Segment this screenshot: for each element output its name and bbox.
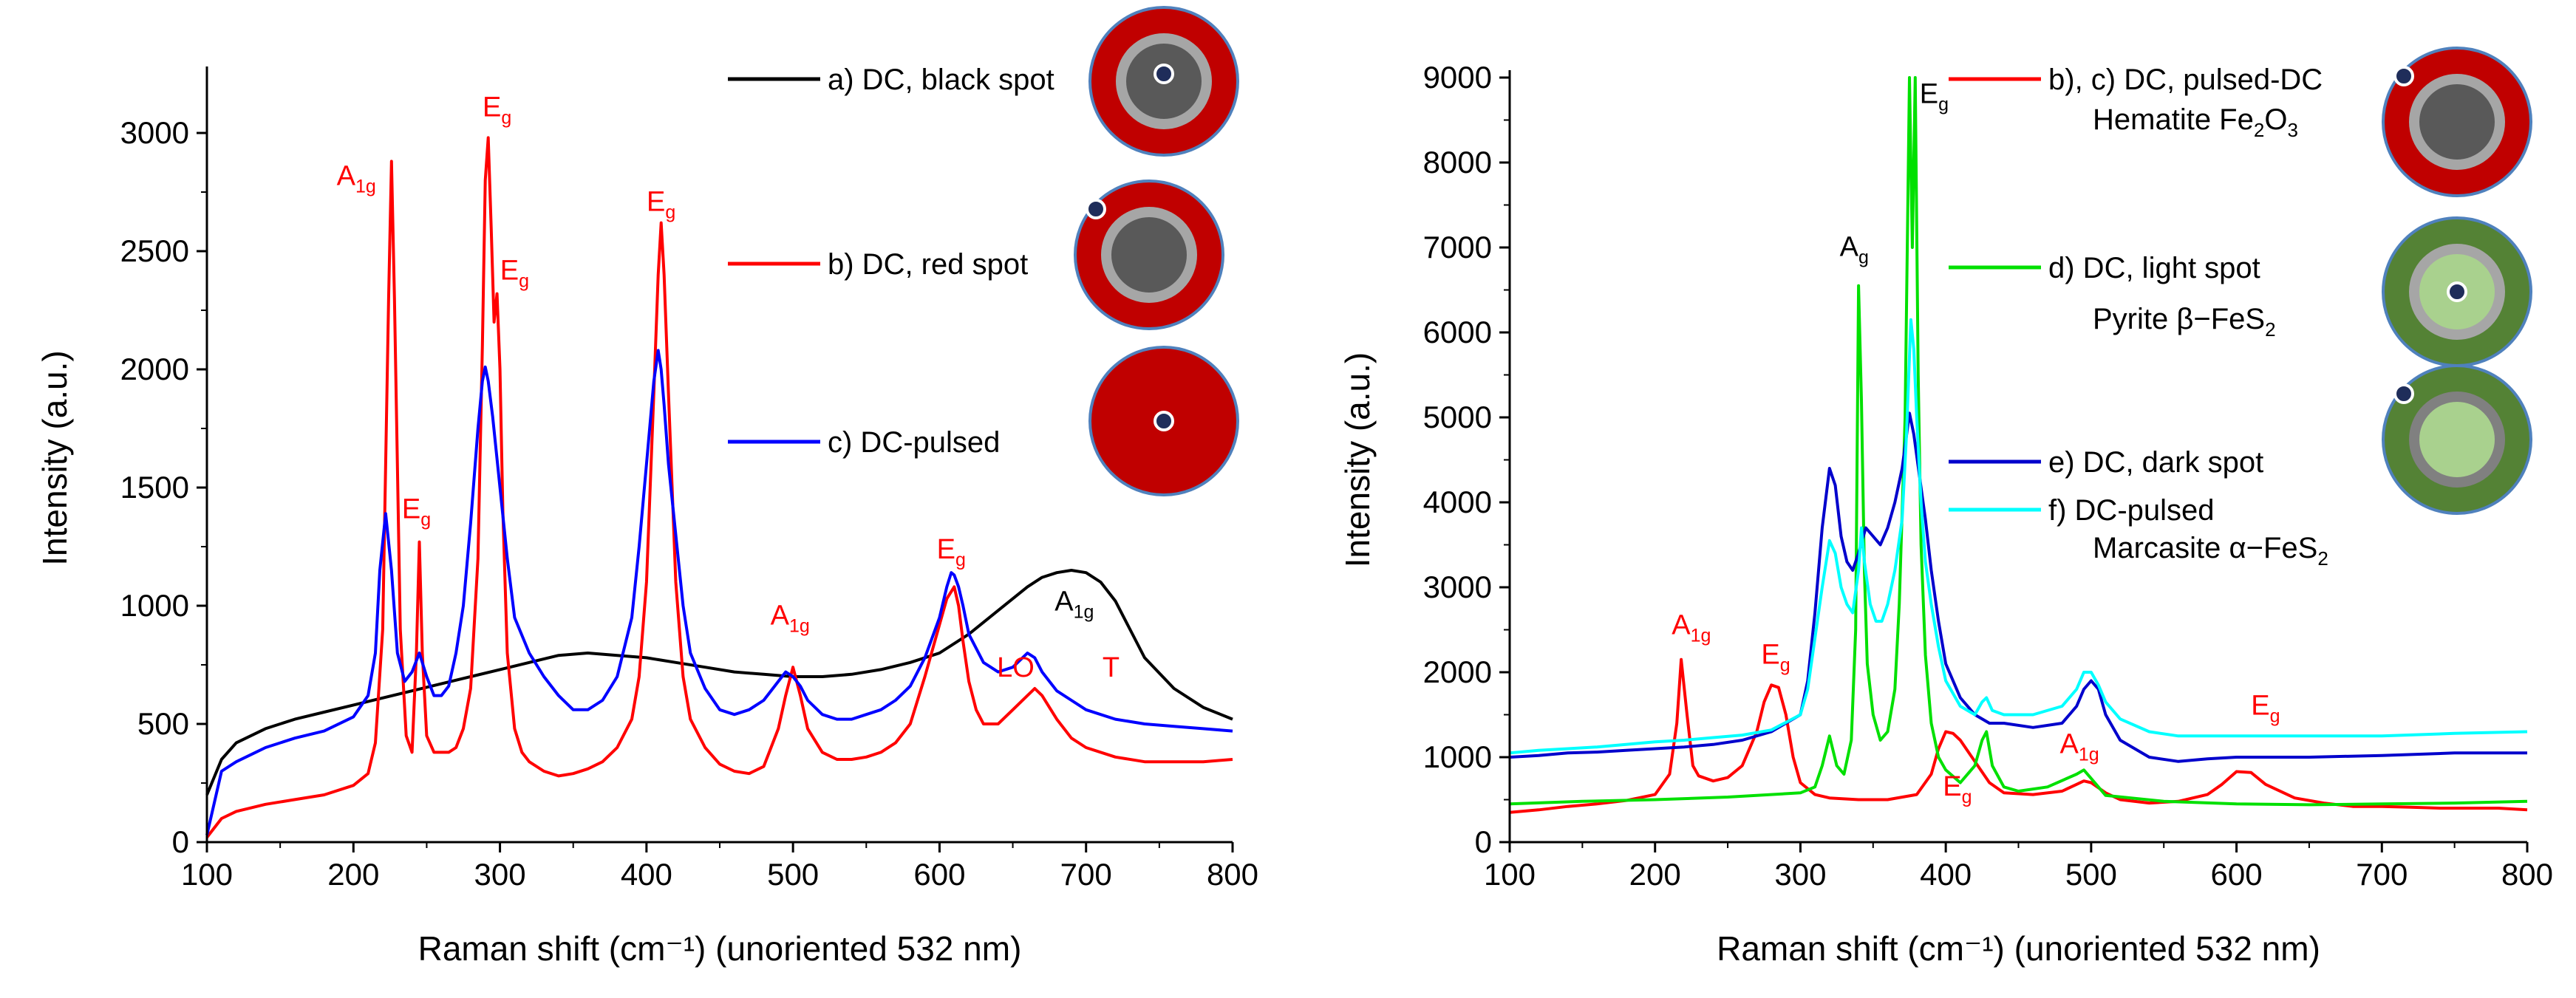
right-ticks: 100 200 300 400 500 600 700 8000100020003000400…: [1423, 60, 2553, 892]
left-peak-label: A1g: [1054, 586, 1094, 622]
right-y-tick-label: 7000: [1423, 230, 1492, 264]
left-y-tick-label: 0: [172, 824, 189, 859]
right-y-tick-label: 2000: [1423, 654, 1492, 689]
right-chart: 100 200 300 400 500 600 700 8000100020003000400…: [1338, 47, 2553, 968]
laser-spot-dot: [1086, 199, 1106, 219]
left-y-tick-label: 2000: [120, 352, 189, 386]
right-series-line-1: [1509, 76, 2528, 807]
laser-spot-dot: [2393, 66, 2414, 86]
right-y-tick-label: 8000: [1423, 145, 1492, 180]
right-series-lines: [1509, 76, 2528, 814]
right-phase-labels: Hematite Fe2O3 Pyrite β−FeS2 Marcasite α−F…: [2093, 103, 2328, 570]
sample-inner-spot: [1101, 207, 1197, 303]
left-spot-icon-0: [1088, 6, 1239, 157]
right-legend-label-bc: b), c) DC, pulsed-DC: [2048, 64, 2323, 96]
right-y-tick-label: 4000: [1423, 485, 1492, 519]
left-y-tick-label: 1500: [120, 470, 189, 505]
left-x-tick-label: 200: [327, 857, 379, 892]
right-legend: b), c) DC, pulsed-DC d) DC, light spot e…: [1949, 64, 2323, 527]
left-peak-label: T: [1103, 652, 1120, 683]
left-legend-label-b: b) DC, red spot: [828, 248, 1028, 281]
left-series-line-0: [205, 569, 1233, 796]
phase-label: Hematite Fe2O3: [2093, 103, 2298, 141]
right-spot-icon-1: [2382, 216, 2532, 367]
left-series-lines: [205, 136, 1233, 838]
left-spot-icon-2: [1088, 346, 1239, 496]
left-y-tick-label: 1000: [120, 588, 189, 623]
laser-spot-dot: [1154, 64, 1174, 84]
left-legend: a) DC, black spot b) DC, red spot c) DC-…: [728, 64, 1054, 459]
left-peak-label: Eg: [483, 92, 511, 129]
left-x-tick-label: 500: [767, 857, 819, 892]
left-x-tick-label: 300: [474, 857, 526, 892]
right-spot-icons: [2382, 47, 2532, 515]
right-spot-icon-0: [2382, 47, 2532, 197]
right-y-tick-label: 1000: [1423, 739, 1492, 774]
right-x-axis-title: Raman shift (cm⁻¹) (unoriented 532 nm): [1717, 929, 2320, 968]
right-legend-label-d: d) DC, light spot: [2048, 252, 2260, 284]
left-x-axis-title: Raman shift (cm⁻¹) (unoriented 532 nm): [418, 929, 1022, 968]
phase-label: Pyrite β−FeS2: [2093, 303, 2276, 341]
right-y-tick-label: 9000: [1423, 60, 1492, 95]
left-spot-icons: [1074, 6, 1239, 496]
left-series-line-2: [205, 349, 1233, 835]
left-legend-label-c: c) DC-pulsed: [828, 426, 1000, 459]
laser-spot-dot: [2447, 281, 2467, 302]
left-y-tick-label: 500: [137, 706, 189, 741]
right-spot-icon-2: [2382, 364, 2532, 515]
right-series-line-3: [1509, 318, 2528, 755]
left-x-tick-label: 600: [913, 857, 965, 892]
left-series-line-1: [205, 136, 1233, 838]
left-spot-icon-1: [1074, 180, 1224, 330]
right-y-axis-title: Intensity (a.u.): [1338, 352, 1377, 567]
right-legend-label-e: e) DC, dark spot: [2048, 446, 2263, 479]
left-y-axis-title: Intensity (a.u.): [35, 350, 74, 565]
left-x-tick-label: 700: [1060, 857, 1112, 892]
laser-spot-dot: [2393, 383, 2414, 404]
sample-inner-spot: [2409, 74, 2505, 170]
left-x-tick-label: 800: [1207, 857, 1258, 892]
right-x-tick-label: 200: [1629, 857, 1681, 892]
left-x-tick-label: 100: [181, 857, 233, 892]
right-x-tick-label: 700: [2356, 857, 2408, 892]
left-y-tick-label: 2500: [120, 233, 189, 268]
left-y-tick-label: 3000: [120, 115, 189, 150]
right-y-tick-label: 5000: [1423, 400, 1492, 434]
right-x-tick-label: 800: [2501, 857, 2553, 892]
left-ticks: 100 200 300 400 500 600 700 800 0 500 1000 1500 2000…: [120, 115, 1258, 892]
laser-spot-dot: [1154, 411, 1174, 431]
right-x-tick-label: 100: [1484, 857, 1536, 892]
left-peak-label: LO: [997, 652, 1035, 683]
right-x-tick-label: 600: [2211, 857, 2263, 892]
phase-label: Marcasite α−FeS2: [2093, 532, 2328, 570]
left-chart: 100 200 300 400 500 600 700 800 0 500 1000 1500 2000…: [35, 6, 1258, 968]
left-legend-label-a: a) DC, black spot: [828, 64, 1054, 96]
right-x-tick-label: 300: [1774, 857, 1826, 892]
right-series-line-2: [1509, 411, 2527, 763]
left-x-tick-label: 400: [621, 857, 672, 892]
right-x-tick-label: 400: [1920, 857, 1972, 892]
right-y-tick-label: 0: [1475, 824, 1492, 859]
right-x-tick-label: 500: [2065, 857, 2117, 892]
right-y-tick-label: 6000: [1423, 315, 1492, 349]
right-legend-label-f: f) DC-pulsed: [2048, 494, 2215, 527]
right-y-tick-label: 3000: [1423, 570, 1492, 604]
sample-inner-spot: [2409, 392, 2505, 488]
